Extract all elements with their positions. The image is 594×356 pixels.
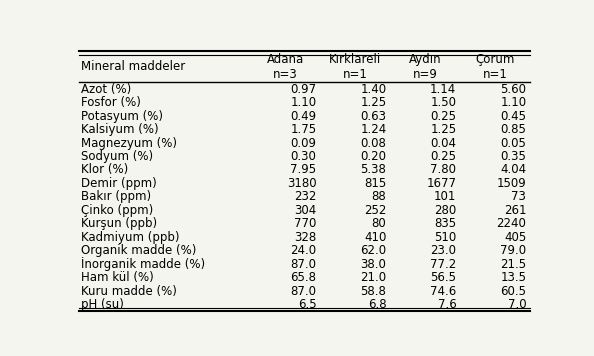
Text: 38.0: 38.0 <box>361 258 387 271</box>
Text: 0.20: 0.20 <box>361 150 387 163</box>
Text: Adana
n=3: Adana n=3 <box>267 53 304 81</box>
Text: 0.04: 0.04 <box>431 137 456 150</box>
Text: 1.50: 1.50 <box>431 96 456 109</box>
Text: 1.25: 1.25 <box>361 96 387 109</box>
Text: 410: 410 <box>364 231 387 244</box>
Text: 73: 73 <box>511 190 526 203</box>
Text: 87.0: 87.0 <box>290 258 317 271</box>
Text: 510: 510 <box>434 231 456 244</box>
Text: Fosfor (%): Fosfor (%) <box>81 96 141 109</box>
Text: 280: 280 <box>434 204 456 217</box>
Text: 7.95: 7.95 <box>290 163 317 177</box>
Text: Demir (ppm): Demir (ppm) <box>81 177 157 190</box>
Text: Sodyum (%): Sodyum (%) <box>81 150 153 163</box>
Text: 328: 328 <box>294 231 317 244</box>
Text: 13.5: 13.5 <box>500 271 526 284</box>
Text: 1509: 1509 <box>497 177 526 190</box>
Text: 5.38: 5.38 <box>361 163 387 177</box>
Text: 88: 88 <box>372 190 387 203</box>
Text: 74.6: 74.6 <box>430 285 456 298</box>
Text: 6.5: 6.5 <box>298 298 317 311</box>
Text: 2240: 2240 <box>497 218 526 230</box>
Text: Aydın
n=9: Aydın n=9 <box>409 53 441 81</box>
Text: 835: 835 <box>434 218 456 230</box>
Text: 0.30: 0.30 <box>290 150 317 163</box>
Text: İnorganik madde (%): İnorganik madde (%) <box>81 257 206 271</box>
Text: 24.0: 24.0 <box>290 244 317 257</box>
Text: Kalsiyum (%): Kalsiyum (%) <box>81 123 159 136</box>
Text: pH (su): pH (su) <box>81 298 124 311</box>
Text: 4.04: 4.04 <box>500 163 526 177</box>
Text: 1677: 1677 <box>426 177 456 190</box>
Text: 1.24: 1.24 <box>360 123 387 136</box>
Text: Çorum
n=1: Çorum n=1 <box>475 53 515 81</box>
Text: 405: 405 <box>504 231 526 244</box>
Text: Ham kül (%): Ham kül (%) <box>81 271 154 284</box>
Text: 77.2: 77.2 <box>430 258 456 271</box>
Text: 21.0: 21.0 <box>361 271 387 284</box>
Text: Magnezyum (%): Magnezyum (%) <box>81 137 177 150</box>
Text: 0.25: 0.25 <box>431 110 456 122</box>
Text: 6.8: 6.8 <box>368 298 387 311</box>
Text: Çinko (ppm): Çinko (ppm) <box>81 204 153 217</box>
Text: 58.8: 58.8 <box>361 285 387 298</box>
Text: 1.75: 1.75 <box>290 123 317 136</box>
Text: Kuru madde (%): Kuru madde (%) <box>81 285 177 298</box>
Text: 0.09: 0.09 <box>290 137 317 150</box>
Text: 80: 80 <box>372 218 387 230</box>
Text: 0.63: 0.63 <box>361 110 387 122</box>
Text: 252: 252 <box>364 204 387 217</box>
Text: 7.0: 7.0 <box>508 298 526 311</box>
Text: Organik madde (%): Organik madde (%) <box>81 244 197 257</box>
Text: 0.05: 0.05 <box>500 137 526 150</box>
Text: 0.85: 0.85 <box>500 123 526 136</box>
Text: Mineral maddeler: Mineral maddeler <box>81 60 185 73</box>
Text: Bakır (ppm): Bakır (ppm) <box>81 190 151 203</box>
Text: 0.49: 0.49 <box>290 110 317 122</box>
Text: 21.5: 21.5 <box>500 258 526 271</box>
Text: 87.0: 87.0 <box>290 285 317 298</box>
Text: 56.5: 56.5 <box>431 271 456 284</box>
Text: 79.0: 79.0 <box>500 244 526 257</box>
Text: 304: 304 <box>294 204 317 217</box>
Text: Kurşun (ppb): Kurşun (ppb) <box>81 218 157 230</box>
Text: 0.08: 0.08 <box>361 137 387 150</box>
Text: Klor (%): Klor (%) <box>81 163 128 177</box>
Text: 1.40: 1.40 <box>361 83 387 96</box>
Text: 7.6: 7.6 <box>438 298 456 311</box>
Text: 261: 261 <box>504 204 526 217</box>
Text: 232: 232 <box>294 190 317 203</box>
Text: Potasyum (%): Potasyum (%) <box>81 110 163 122</box>
Text: 5.60: 5.60 <box>500 83 526 96</box>
Text: 62.0: 62.0 <box>361 244 387 257</box>
Text: 0.25: 0.25 <box>431 150 456 163</box>
Text: 65.8: 65.8 <box>290 271 317 284</box>
Text: 23.0: 23.0 <box>431 244 456 257</box>
Text: 0.97: 0.97 <box>290 83 317 96</box>
Text: Kırklareli
n=1: Kırklareli n=1 <box>329 53 381 81</box>
Text: 1.25: 1.25 <box>430 123 456 136</box>
Text: 101: 101 <box>434 190 456 203</box>
Text: Kadmiyum (ppb): Kadmiyum (ppb) <box>81 231 179 244</box>
Text: 1.10: 1.10 <box>500 96 526 109</box>
Text: 0.35: 0.35 <box>500 150 526 163</box>
Text: 1.14: 1.14 <box>430 83 456 96</box>
Text: 0.45: 0.45 <box>500 110 526 122</box>
Text: 60.5: 60.5 <box>500 285 526 298</box>
Text: 1.10: 1.10 <box>290 96 317 109</box>
Text: 7.80: 7.80 <box>431 163 456 177</box>
Text: 770: 770 <box>294 218 317 230</box>
Text: Azot (%): Azot (%) <box>81 83 131 96</box>
Text: 815: 815 <box>364 177 387 190</box>
Text: 3180: 3180 <box>287 177 317 190</box>
